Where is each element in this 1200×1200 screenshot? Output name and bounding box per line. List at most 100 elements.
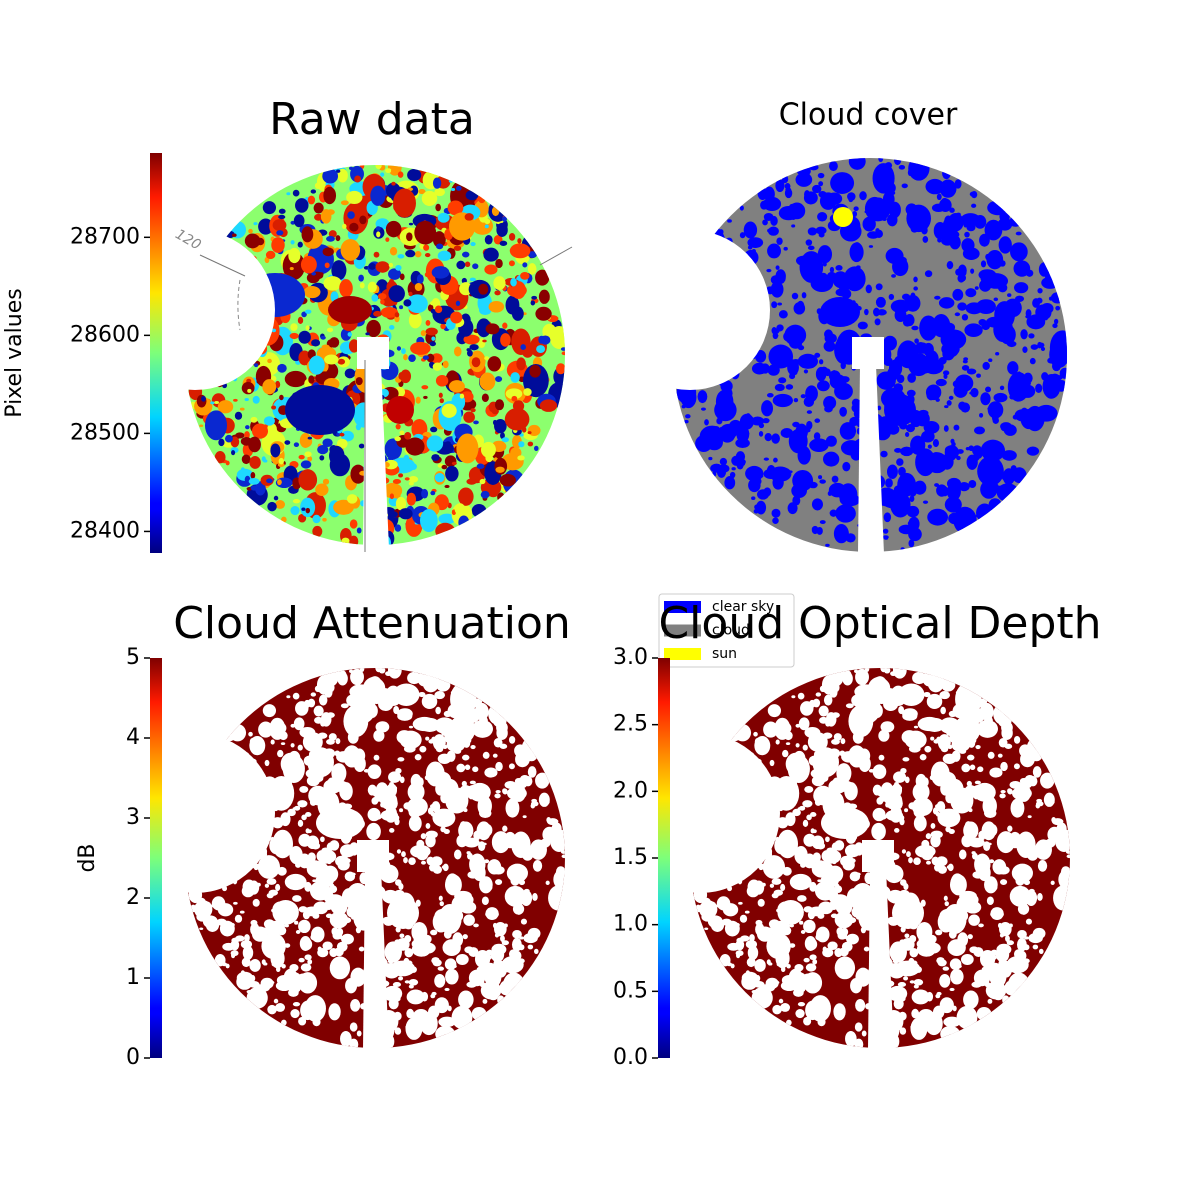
texture-blob	[984, 981, 991, 988]
texture-blob	[681, 404, 686, 409]
texture-blob	[388, 771, 402, 783]
texture-blob	[423, 244, 430, 251]
texture-blob	[408, 979, 419, 986]
texture-blob	[772, 393, 793, 408]
texture-blob	[920, 899, 926, 907]
texture-blob	[455, 939, 461, 946]
texture-blob	[517, 958, 525, 964]
texture-blob	[842, 861, 851, 868]
texture-blob	[982, 361, 990, 370]
texture-blob	[310, 692, 317, 697]
texture-blob	[1017, 371, 1022, 377]
texture-blob	[977, 766, 984, 773]
texture-blob	[839, 422, 857, 440]
texture-blob	[399, 430, 405, 436]
panel-title: Raw data	[269, 94, 475, 145]
texture-blob	[476, 821, 491, 841]
texture-blob	[387, 511, 398, 518]
texture-blob	[431, 454, 440, 462]
texture-blob	[811, 498, 823, 511]
texture-blob	[336, 751, 352, 763]
texture-blob	[407, 671, 422, 685]
texture-blob	[375, 197, 383, 203]
texture-blob	[898, 165, 906, 170]
texture-blob	[997, 217, 1013, 231]
texture-blob	[438, 1016, 456, 1028]
texture-blob	[761, 882, 766, 887]
texture-blob	[777, 722, 792, 735]
texture-blob	[405, 249, 416, 258]
texture-blob	[899, 939, 906, 945]
texture-blob	[764, 186, 775, 202]
texture-blob	[839, 281, 850, 293]
texture-blob	[406, 1008, 415, 1019]
texture-blob	[254, 363, 259, 368]
texture-blob	[496, 222, 508, 237]
texture-blob	[290, 743, 295, 748]
texture-blob	[744, 910, 750, 914]
texture-blob	[359, 247, 366, 256]
texture-blob	[538, 289, 550, 304]
texture-blob	[766, 933, 791, 960]
texture-blob	[770, 281, 784, 298]
texture-blob	[432, 865, 443, 874]
texture-blob	[834, 840, 845, 851]
texture-blob	[819, 685, 827, 693]
texture-blob	[739, 914, 748, 923]
texture-blob	[770, 275, 781, 285]
texture-blob	[424, 253, 431, 258]
texture-blob	[281, 1019, 287, 1026]
texture-blob	[231, 233, 237, 237]
texture-blob	[929, 363, 935, 366]
texture-blob	[761, 740, 770, 749]
texture-blob	[768, 919, 780, 929]
texture-blob	[273, 495, 279, 501]
texture-blob	[336, 941, 348, 952]
texture-blob	[293, 214, 305, 228]
texture-blob	[312, 1017, 321, 1027]
texture-blob	[324, 687, 333, 698]
texture-blob	[275, 966, 281, 973]
texture-blob	[252, 395, 260, 404]
texture-blob	[966, 368, 977, 375]
texture-blob	[775, 739, 780, 745]
texture-blob	[767, 243, 781, 259]
texture-blob	[287, 808, 296, 817]
texture-blob	[790, 371, 798, 376]
texture-blob	[299, 433, 312, 448]
colorbar-label: Pixel values	[2, 288, 27, 417]
texture-blob	[500, 432, 505, 439]
texture-blob	[407, 690, 414, 695]
texture-blob	[809, 438, 829, 452]
texture-blob	[1022, 346, 1028, 353]
texture-blob	[863, 946, 870, 952]
texture-blob	[390, 167, 399, 175]
texture-blob	[757, 187, 768, 200]
texture-blob	[275, 500, 286, 509]
texture-blob	[349, 725, 359, 735]
texture-blob	[456, 185, 462, 191]
texture-blob	[817, 885, 825, 894]
texture-blob	[399, 808, 404, 813]
texture-blob	[348, 842, 360, 856]
texture-blob	[839, 376, 850, 383]
texture-blob	[532, 860, 543, 872]
texture-blob	[840, 912, 849, 920]
texture-blob	[680, 386, 697, 409]
texture-blob	[241, 454, 251, 465]
texture-blob	[384, 962, 398, 973]
texture-blob	[487, 356, 502, 372]
texture-blob	[961, 953, 974, 965]
texture-blob	[403, 957, 410, 966]
texture-blob	[684, 419, 689, 424]
texture-blob	[517, 238, 522, 244]
mask-slit	[858, 365, 884, 554]
texture-blob	[855, 967, 871, 987]
texture-blob	[868, 245, 874, 248]
texture-blob	[403, 354, 408, 361]
texture-blob	[430, 993, 436, 999]
texture-blob	[996, 911, 1004, 918]
texture-blob	[397, 171, 404, 178]
colorbar-tick-label: 4	[126, 725, 140, 750]
texture-blob	[974, 780, 981, 785]
